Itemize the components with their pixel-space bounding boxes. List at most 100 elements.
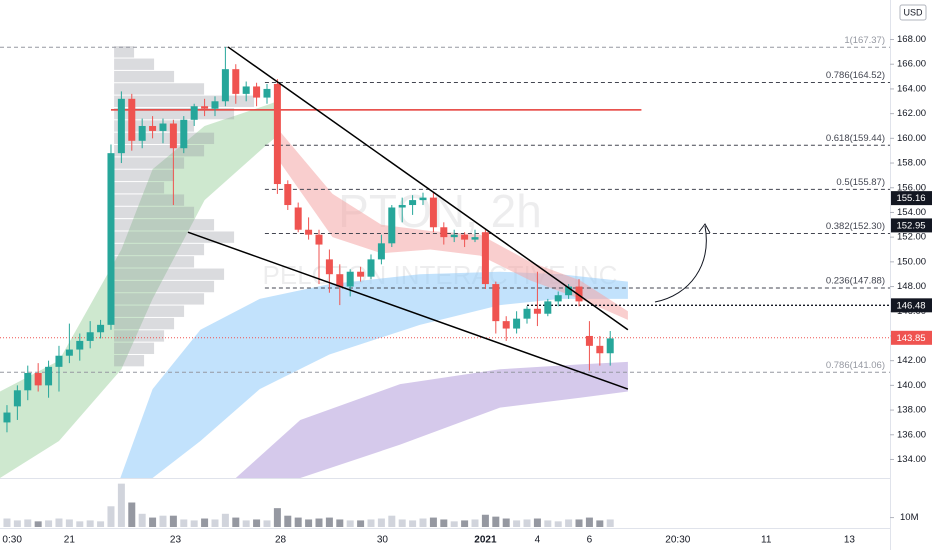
volume-bar	[97, 521, 105, 527]
price-label: 143.85	[896, 333, 925, 344]
candle-body	[606, 338, 614, 354]
candle-body	[305, 229, 313, 235]
indicator-band	[120, 271, 628, 478]
volume-tick-label: 10M	[900, 512, 919, 523]
volume-bar	[461, 520, 469, 527]
candle-body	[253, 86, 261, 98]
candle-body	[149, 125, 157, 131]
candle-body	[325, 259, 333, 275]
volume-bar	[596, 520, 604, 527]
price-label-box	[891, 298, 932, 313]
candle-body	[450, 234, 458, 238]
x-tick-label: 0:30	[2, 535, 22, 546]
fib-label: 0.382(152.30)	[826, 221, 885, 232]
candle-body	[65, 349, 73, 356]
volume-bar	[273, 508, 281, 527]
trendline	[187, 231, 629, 390]
volume-bar	[159, 515, 167, 527]
volume-profile-bar	[114, 354, 145, 367]
volume-profile-bar	[114, 268, 225, 280]
volume-bar	[606, 519, 614, 527]
volume-bar	[544, 520, 552, 527]
y-tick-label: 136.00	[897, 429, 926, 440]
volume-bar	[585, 517, 593, 527]
volume-profile-bar	[114, 243, 205, 256]
fib-label: 0.5(155.87)	[836, 177, 885, 188]
candle-body	[388, 207, 396, 244]
candle-body	[523, 308, 531, 319]
price-label: 155.16	[896, 193, 925, 204]
candle-body	[481, 232, 489, 285]
volume-bar	[284, 515, 292, 527]
candle-body	[357, 271, 365, 277]
volume-bar	[357, 520, 365, 527]
candle-body	[471, 237, 479, 240]
candle-body	[97, 324, 105, 333]
volume-bar	[367, 519, 375, 527]
currency: USD	[903, 7, 923, 17]
candle-body	[440, 227, 448, 238]
volume-bar	[388, 515, 396, 527]
y-tick-label: 148.00	[897, 281, 926, 292]
volume-bar	[201, 518, 209, 527]
y-tick-label: 158.00	[897, 158, 926, 169]
x-tick-label: 30	[377, 535, 389, 546]
candle-body	[502, 321, 510, 329]
price-label-box	[891, 218, 932, 233]
volume-profile-bar	[114, 58, 155, 70]
price-label-box	[891, 191, 932, 206]
volume-profile-bar	[114, 342, 155, 354]
volume-bar	[138, 513, 146, 527]
candle-body	[596, 345, 604, 354]
candle-body	[211, 101, 219, 109]
candle-body	[513, 318, 521, 329]
volume-bar	[294, 517, 302, 527]
volume-bar	[34, 521, 42, 527]
price-label-box	[891, 330, 932, 345]
candle-body	[24, 373, 32, 391]
candle-body	[180, 119, 188, 149]
volume-profile-bar	[114, 145, 205, 157]
volume-profile-bar	[114, 293, 205, 305]
candle-body	[575, 286, 583, 302]
candle-body	[159, 123, 167, 131]
volume-profile-bar	[114, 219, 215, 231]
volume-bar	[242, 520, 250, 527]
candle-body	[34, 373, 42, 386]
volume-profile-bar	[114, 317, 175, 330]
volume-bar	[429, 517, 437, 527]
volume-profile-bar	[114, 95, 255, 107]
x-tick-label: 28	[275, 535, 287, 546]
volume-bar	[13, 520, 21, 527]
candle-body	[263, 88, 271, 98]
volume-bar	[211, 519, 219, 527]
volume-profile-bar	[114, 305, 185, 317]
volume-bar	[180, 519, 188, 527]
x-tick-label: 21	[64, 535, 76, 546]
volume-bar	[409, 520, 417, 527]
candle-body	[232, 69, 240, 94]
y-tick-label: 168.00	[897, 34, 926, 45]
candle-body	[45, 366, 53, 386]
volume-profile-bar	[114, 83, 205, 95]
volume-bar	[45, 520, 53, 527]
volume-bar	[65, 519, 73, 527]
fib-label: 0.618(159.44)	[826, 133, 885, 144]
volume-bar	[513, 520, 521, 527]
candle-body	[284, 184, 292, 206]
candle-body	[128, 98, 136, 141]
volume-bar	[76, 521, 84, 527]
y-tick-label: 152.00	[897, 232, 926, 243]
candle-body	[336, 274, 344, 287]
volume-profile-bar	[114, 330, 165, 342]
candle-body	[346, 271, 354, 287]
currency-box[interactable]	[899, 4, 927, 21]
volume-profile-bar	[114, 231, 235, 243]
candle-body	[377, 243, 385, 260]
volume-profile-bar	[114, 157, 185, 169]
volume-bar	[450, 521, 458, 527]
volume-profile-bar	[114, 169, 175, 182]
y-tick-label: 160.00	[897, 133, 926, 144]
